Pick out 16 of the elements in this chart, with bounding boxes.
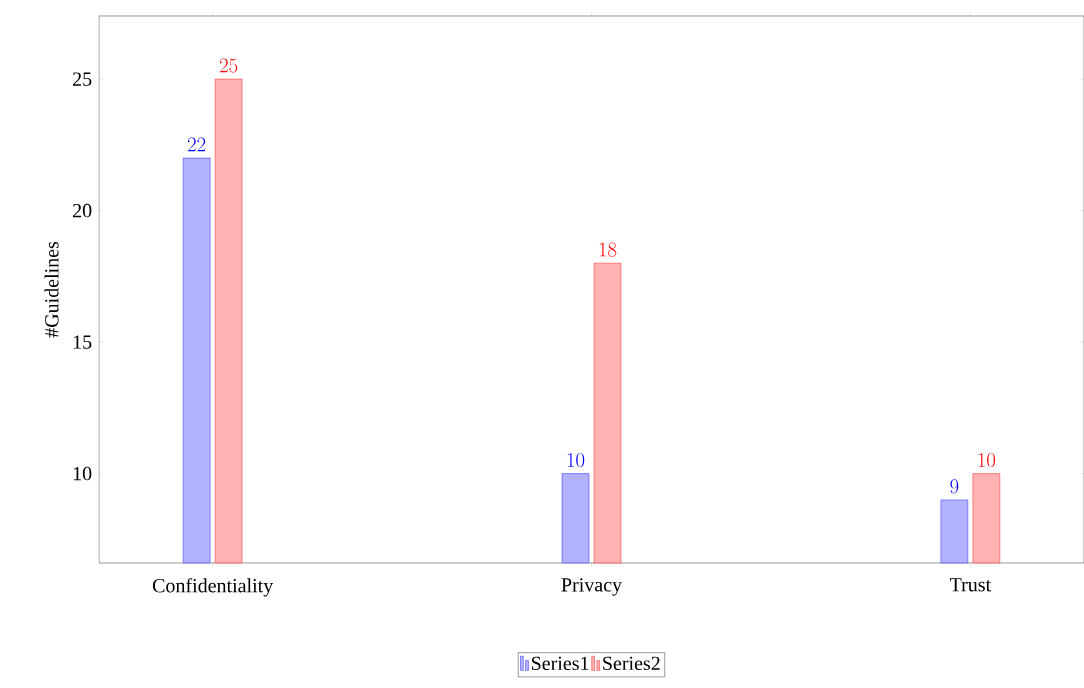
data-label: 9	[950, 479, 959, 494]
y-tick-label: 10	[73, 466, 92, 481]
data-label: 22	[187, 137, 206, 152]
legend-label: Series1	[531, 656, 589, 671]
y-tick-label: 25	[73, 72, 92, 86]
y-tick-label: 15	[73, 335, 92, 349]
x-tick-label: Privacy	[561, 578, 622, 596]
x-tick-label: Trust	[949, 578, 991, 592]
data-label: 10	[567, 453, 585, 468]
x-tick-label: Confidentiality	[152, 578, 274, 597]
y-axis-title: #Guidelines	[44, 241, 59, 338]
data-label: 18	[599, 242, 617, 257]
data-label: 10	[978, 453, 996, 468]
legend-label: Series2	[603, 656, 660, 671]
y-tick-label: 20	[73, 203, 92, 218]
data-label: 25	[219, 58, 238, 73]
